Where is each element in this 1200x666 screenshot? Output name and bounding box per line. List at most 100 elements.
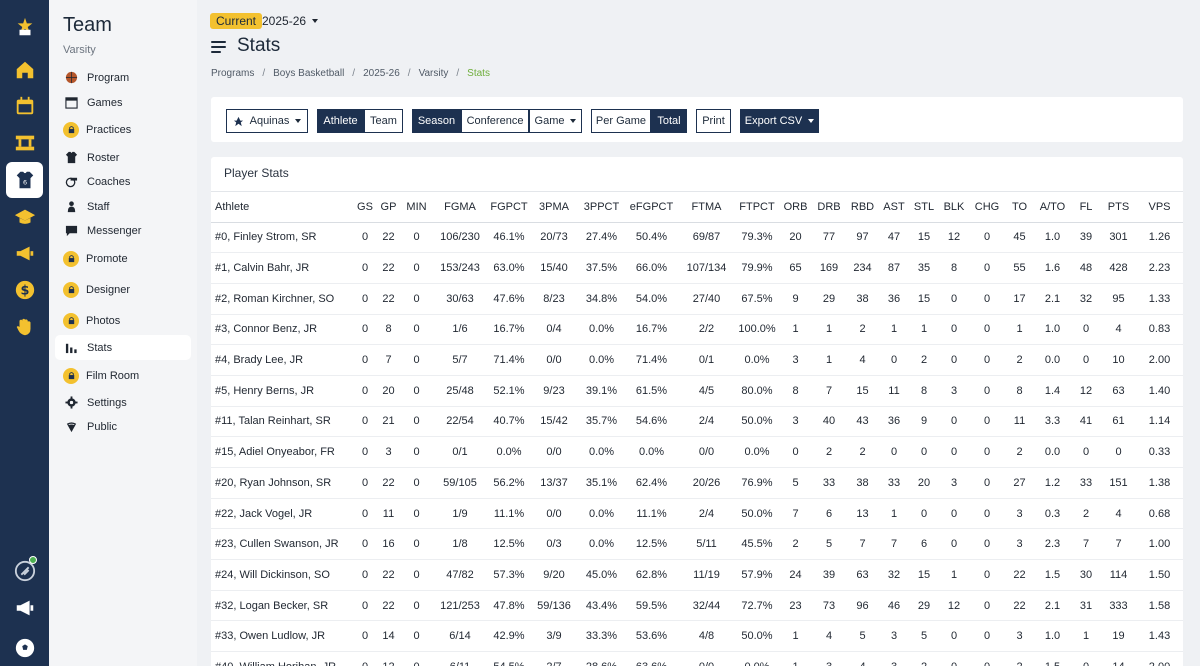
stat-cell: 39	[812, 559, 846, 591]
stat-cell: 0.33	[1136, 436, 1183, 468]
season-toggle[interactable]: Season	[412, 109, 461, 133]
athlete-name-cell[interactable]: #1, Calvin Bahr, JR	[211, 252, 354, 284]
column-header[interactable]: BLK	[939, 192, 969, 223]
graduation-cap-icon[interactable]	[6, 199, 43, 235]
stat-cell: 0	[354, 283, 376, 315]
column-header[interactable]: Athlete	[211, 192, 354, 223]
announcement-icon[interactable]	[6, 590, 43, 626]
sidebar-item-photos[interactable]: Photos	[55, 308, 191, 333]
athlete-name-cell[interactable]: #5, Henry Berns, JR	[211, 375, 354, 407]
athlete-toggle[interactable]: Athlete	[317, 109, 364, 133]
sidebar-item-staff[interactable]: Staff	[55, 194, 191, 219]
total-toggle[interactable]: Total	[651, 109, 687, 133]
column-header[interactable]: 3PMA	[530, 192, 578, 223]
column-header[interactable]: TO	[1005, 192, 1034, 223]
stat-cell: 95	[1101, 283, 1136, 315]
stat-cell: 12	[939, 590, 969, 622]
home-icon[interactable]	[6, 52, 43, 88]
column-header[interactable]: GP	[376, 192, 401, 223]
athlete-name-cell[interactable]: #0, Finley Strom, SR	[211, 222, 354, 254]
team-select[interactable]: Aquinas	[226, 109, 308, 133]
basketball-icon	[64, 71, 78, 85]
column-header[interactable]: GS	[354, 192, 376, 223]
column-header[interactable]: FTMA	[678, 192, 735, 223]
megaphone-icon[interactable]	[6, 235, 43, 271]
athlete-name-cell[interactable]: #40, William Horihan, JR	[211, 651, 354, 666]
column-header[interactable]: RBD	[846, 192, 879, 223]
stat-cell: 0	[354, 651, 376, 666]
stat-cell: 7	[1101, 528, 1136, 561]
stat-cell: 67.5%	[735, 283, 779, 315]
dollar-icon[interactable]: $	[6, 272, 43, 308]
stat-cell: 1.26	[1136, 222, 1183, 254]
column-header[interactable]: AST	[879, 192, 909, 223]
sidebar-item-public[interactable]: Public	[55, 414, 191, 439]
soccer-ball-icon[interactable]	[6, 630, 43, 666]
sidebar-item-stats[interactable]: Stats	[55, 335, 191, 360]
athlete-name-cell[interactable]: #24, Will Dickinson, SO	[211, 559, 354, 591]
per-game-toggle[interactable]: Per Game	[591, 109, 651, 133]
hand-icon[interactable]	[6, 309, 43, 345]
athlete-name-cell[interactable]: #32, Logan Becker, SR	[211, 590, 354, 622]
athlete-name-cell[interactable]: #33, Owen Ludlow, JR	[211, 620, 354, 653]
athlete-name-cell[interactable]: #4, Brady Lee, JR	[211, 344, 354, 376]
athlete-name-cell[interactable]: #15, Adiel Onyeabor, FR	[211, 436, 354, 468]
stat-cell: 0	[401, 590, 432, 622]
school-logo-icon[interactable]	[6, 9, 43, 45]
sidebar-item-settings[interactable]: Settings	[55, 390, 191, 415]
calendar-icon[interactable]	[6, 88, 43, 124]
column-header[interactable]: ORB	[779, 192, 812, 223]
team-toggle[interactable]: Team	[364, 109, 403, 133]
sidebar-item-games[interactable]: Games	[55, 90, 191, 115]
stat-cell: 59/105	[432, 467, 488, 499]
breadcrumb-programs[interactable]: Programs	[211, 68, 255, 79]
team-jersey-icon[interactable]: 6	[6, 162, 43, 198]
sidebar-item-label: Stats	[87, 341, 113, 354]
stat-cell: 20	[779, 222, 812, 254]
column-header[interactable]: PTS	[1101, 192, 1136, 223]
column-header[interactable]: FGMA	[432, 192, 488, 223]
sidebar-item-film-room[interactable]: Film Room	[55, 363, 191, 388]
athlete-name-cell[interactable]: #3, Connor Benz, JR	[211, 314, 354, 346]
column-header[interactable]: eFGPCT	[625, 192, 678, 223]
sidebar-item-coaches[interactable]: Coaches	[55, 169, 191, 194]
column-header[interactable]: FTPCT	[735, 192, 779, 223]
breadcrumb-level[interactable]: Varsity	[418, 68, 449, 79]
conference-toggle[interactable]: Conference	[461, 109, 529, 133]
sidebar-item-promote[interactable]: Promote	[55, 246, 191, 271]
column-header[interactable]: 3PPCT	[578, 192, 625, 223]
stat-cell: 234	[846, 252, 879, 284]
notification-dot	[29, 556, 37, 564]
athlete-name-cell[interactable]: #23, Cullen Swanson, JR	[211, 528, 354, 561]
sidebar-item-program[interactable]: Program	[55, 65, 191, 90]
export-csv-button[interactable]: Export CSV	[740, 109, 819, 133]
menu-icon[interactable]	[211, 41, 226, 53]
breadcrumb-sport[interactable]: Boys Basketball	[273, 68, 345, 79]
athlete-name-cell[interactable]: #20, Ryan Johnson, SR	[211, 467, 354, 499]
column-header[interactable]: FGPCT	[488, 192, 530, 223]
column-header[interactable]: CHG	[969, 192, 1005, 223]
rocket-icon[interactable]	[6, 553, 43, 589]
stat-cell: 0	[354, 314, 376, 346]
sidebar-item-practices[interactable]: Practices	[55, 117, 191, 142]
athlete-name-cell[interactable]: #11, Talan Reinhart, SR	[211, 406, 354, 438]
column-header[interactable]: FL	[1071, 192, 1101, 223]
athlete-name-cell[interactable]: #22, Jack Vogel, JR	[211, 498, 354, 530]
breadcrumb-season[interactable]: 2025-26	[363, 68, 400, 79]
column-header[interactable]: DRB	[812, 192, 846, 223]
season-select[interactable]: 2025-26	[262, 14, 319, 28]
print-button[interactable]: Print	[696, 109, 731, 133]
stat-cell: 3	[779, 344, 812, 376]
column-header[interactable]: STL	[909, 192, 939, 223]
sidebar-item-roster[interactable]: Roster	[55, 145, 191, 170]
stat-cell: 0	[969, 252, 1005, 284]
stat-cell: 100.0%	[735, 314, 779, 346]
column-header[interactable]: VPS	[1136, 192, 1183, 223]
athlete-name-cell[interactable]: #2, Roman Kirchner, SO	[211, 283, 354, 315]
column-header[interactable]: A/TO	[1034, 192, 1071, 223]
sidebar-item-designer[interactable]: Designer	[55, 277, 191, 302]
column-header[interactable]: MIN	[401, 192, 432, 223]
bracket-icon[interactable]	[6, 125, 43, 161]
game-dropdown[interactable]: Game	[529, 109, 582, 133]
sidebar-item-messenger[interactable]: Messenger	[55, 218, 191, 243]
